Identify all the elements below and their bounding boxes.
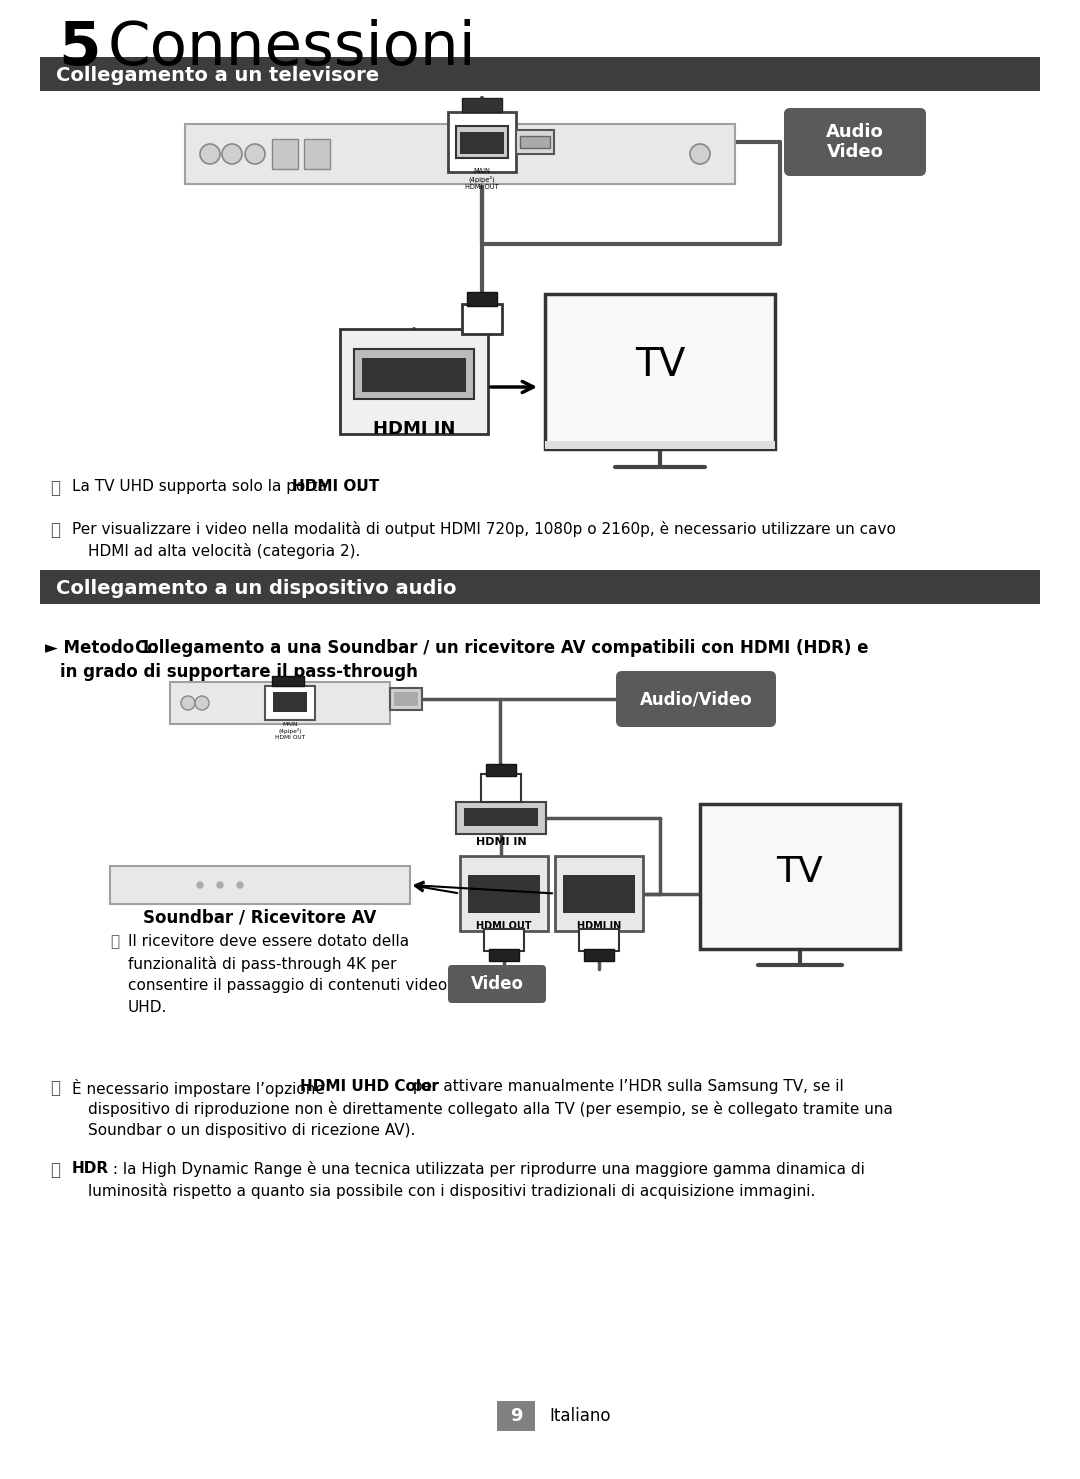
Circle shape (222, 143, 242, 164)
Bar (481, 774, 521, 802)
Bar (460, 856, 548, 930)
Text: : la High Dynamic Range è una tecnica utilizzata per riprodurre una maggiore gam: : la High Dynamic Range è una tecnica ut… (108, 1161, 865, 1177)
Text: TV: TV (635, 346, 685, 385)
Text: È necessario impostare l’opzione: È necessario impostare l’opzione (72, 1080, 329, 1097)
Text: HDMI IN: HDMI IN (475, 837, 526, 847)
Bar (390, 688, 422, 710)
Text: luminosità rispetto a quanto sia possibile con i dispositivi tradizionali di acq: luminosità rispetto a quanto sia possibi… (87, 1183, 815, 1199)
FancyBboxPatch shape (448, 964, 546, 1003)
Bar (40, 569, 1040, 603)
Bar (700, 805, 900, 950)
Text: Soundbar o un dispositivo di ricezione AV).: Soundbar o un dispositivo di ricezione A… (87, 1123, 416, 1137)
Text: HDMI ad alta velocità (categoria 2).: HDMI ad alta velocità (categoria 2). (87, 543, 361, 559)
Text: Audio/Video: Audio/Video (639, 691, 753, 708)
Circle shape (237, 881, 243, 887)
Bar (448, 112, 516, 172)
Bar (519, 136, 550, 148)
Bar (516, 130, 554, 154)
Text: Il ricevitore deve essere dotato della: Il ricevitore deve essere dotato della (129, 935, 409, 950)
Text: Collegamento a un televisore: Collegamento a un televisore (56, 67, 379, 84)
Text: HDMI IN: HDMI IN (577, 921, 621, 930)
Bar (489, 950, 519, 961)
Bar (272, 139, 298, 169)
Bar (40, 58, 1040, 92)
Bar (340, 328, 488, 433)
Bar (303, 139, 330, 169)
Bar (579, 929, 619, 951)
Text: Italiano: Italiano (549, 1407, 610, 1424)
Bar (484, 929, 524, 951)
Circle shape (690, 143, 710, 164)
Text: MAIN
(4pipe²)
HDMI OUT: MAIN (4pipe²) HDMI OUT (465, 169, 499, 189)
Bar (272, 676, 303, 686)
Text: Collegamento a una Soundbar / un ricevitore AV compatibili con HDMI (HDR) e: Collegamento a una Soundbar / un ricevit… (135, 639, 868, 657)
Text: ⓘ: ⓘ (110, 935, 119, 950)
Text: HDMI IN: HDMI IN (373, 420, 455, 438)
Text: ⓘ: ⓘ (50, 1080, 60, 1097)
Bar (460, 132, 504, 154)
Text: HDR: HDR (72, 1161, 109, 1176)
Text: Soundbar / Ricevitore AV: Soundbar / Ricevitore AV (144, 908, 377, 926)
Text: ► Metodo 1:: ► Metodo 1: (45, 639, 164, 657)
Circle shape (195, 697, 210, 710)
Bar (467, 291, 497, 306)
Text: ⓘ: ⓘ (50, 479, 60, 497)
Bar (486, 765, 516, 776)
Bar (265, 686, 315, 720)
Text: per attivare manualmente l’HDR sulla Samsung TV, se il: per attivare manualmente l’HDR sulla Sam… (408, 1080, 843, 1094)
Circle shape (200, 143, 220, 164)
Text: Audio
Video: Audio Video (826, 123, 883, 161)
Bar (170, 682, 390, 725)
Text: ⓘ: ⓘ (50, 1161, 60, 1179)
Bar (468, 876, 540, 913)
Circle shape (217, 881, 222, 887)
Text: ⓘ: ⓘ (50, 521, 60, 538)
Bar (354, 349, 474, 399)
Text: consentire il passaggio di contenuti video: consentire il passaggio di contenuti vid… (129, 978, 447, 992)
Text: 5: 5 (58, 19, 100, 78)
Text: funzionalità di pass-through 4K per: funzionalità di pass-through 4K per (129, 955, 396, 972)
Bar (110, 867, 410, 904)
Bar (584, 950, 615, 961)
Bar (462, 98, 502, 112)
Bar (462, 305, 502, 334)
Bar (563, 876, 635, 913)
Bar (555, 856, 643, 930)
Text: dispositivo di riproduzione non è direttamente collegato alla TV (per esempio, s: dispositivo di riproduzione non è dirett… (87, 1100, 893, 1117)
Bar (545, 294, 775, 450)
Bar (394, 692, 418, 705)
Bar (464, 808, 538, 825)
Text: UHD.: UHD. (129, 1000, 167, 1015)
Text: HDMI OUT: HDMI OUT (292, 479, 379, 494)
Text: .: . (355, 479, 360, 494)
Bar (456, 802, 546, 834)
Text: HDMI OUT: HDMI OUT (476, 921, 531, 930)
FancyBboxPatch shape (616, 671, 777, 728)
Text: Video: Video (471, 975, 524, 992)
Circle shape (197, 881, 203, 887)
Text: 9: 9 (510, 1407, 523, 1424)
Text: MAIN
(4pipe²)
HDMI OUT: MAIN (4pipe²) HDMI OUT (275, 722, 305, 740)
Circle shape (181, 697, 195, 710)
Text: in grado di supportare il pass-through: in grado di supportare il pass-through (60, 663, 418, 680)
Bar (545, 441, 775, 450)
Text: HDMI UHD Color: HDMI UHD Color (300, 1080, 438, 1094)
Bar (185, 124, 735, 183)
Text: TV: TV (777, 855, 823, 889)
Bar (362, 358, 465, 392)
Bar (273, 692, 307, 711)
Text: La TV UHD supporta solo la porta: La TV UHD supporta solo la porta (72, 479, 332, 494)
Bar (456, 126, 508, 158)
Circle shape (245, 143, 265, 164)
Text: Per visualizzare i video nella modalità di output HDMI 720p, 1080p o 2160p, è ne: Per visualizzare i video nella modalità … (72, 521, 896, 537)
FancyBboxPatch shape (784, 108, 926, 176)
Bar (497, 1401, 535, 1432)
Text: Collegamento a un dispositivo audio: Collegamento a un dispositivo audio (56, 578, 457, 598)
Text: Connessioni: Connessioni (108, 19, 476, 78)
